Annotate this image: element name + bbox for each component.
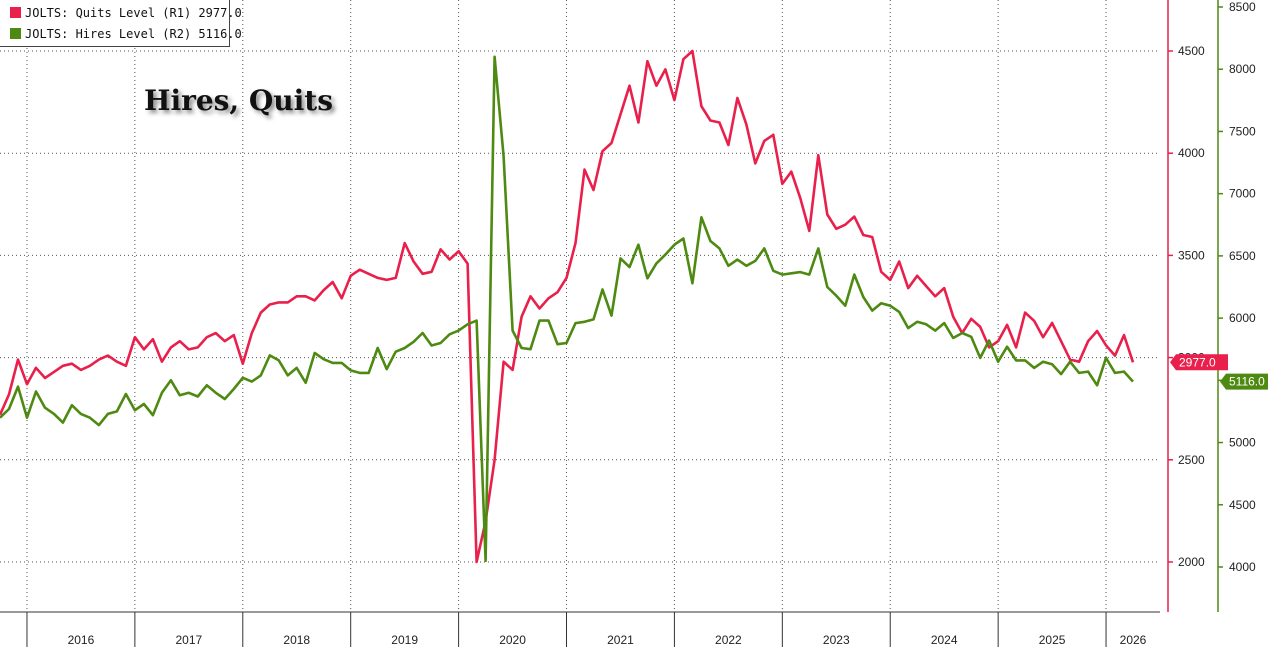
x-axis-tick-label: 2019 xyxy=(391,633,418,647)
x-axis-tick-label: 2021 xyxy=(607,633,634,647)
x-axis-tick-label: 2020 xyxy=(499,633,526,647)
left-axis-tick-label: 2500 xyxy=(1178,453,1205,467)
series-lines xyxy=(0,49,1135,564)
x-axis-tick-label: 2026 xyxy=(1120,633,1147,647)
grid-lines xyxy=(0,0,1160,612)
quits-line xyxy=(0,49,1135,564)
x-axis-tick-label: 2018 xyxy=(283,633,310,647)
left-axis-tick-label: 2000 xyxy=(1178,555,1205,569)
chart-title: Hires, Quits xyxy=(144,84,333,117)
x-axis-tick-label: 2017 xyxy=(175,633,202,647)
left-axis: 200025003000350040004500 xyxy=(1167,0,1205,612)
last-value-labels: 2977.0 5116.0 xyxy=(1170,354,1268,390)
hires-line xyxy=(0,55,1134,563)
x-axis-tick-label: 2016 xyxy=(68,633,95,647)
quits-swatch xyxy=(10,7,21,18)
right-axis-tick-label: 7000 xyxy=(1229,187,1256,201)
quits-last-label-bg xyxy=(1170,354,1228,371)
right-axis-tick-label: 6000 xyxy=(1229,311,1256,325)
right-axis: 4000450050005500600065007000750080008500 xyxy=(1217,0,1256,612)
right-axis-tick-label: 5000 xyxy=(1229,436,1256,450)
left-axis-tick-label: 3500 xyxy=(1178,248,1205,262)
legend-label-hires: JOLTS: Hires Level (R2) 5116.0 xyxy=(25,27,242,41)
quits-last-label: 2977.0 xyxy=(1170,354,1228,371)
hires-swatch xyxy=(10,28,21,39)
legend-item-hires: JOLTS: Hires Level (R2) 5116.0 xyxy=(10,26,242,42)
x-axis-tick-label: 2022 xyxy=(715,633,742,647)
left-axis-tick-label: 4000 xyxy=(1178,146,1205,160)
right-axis-tick-label: 4500 xyxy=(1229,498,1256,512)
quits-last-label-text: 2977.0 xyxy=(1179,355,1216,369)
hires-last-label: 5116.0 xyxy=(1220,373,1268,390)
legend-label-quits: JOLTS: Quits Level (R1) 2977.0 xyxy=(25,6,242,20)
right-axis-tick-label: 6500 xyxy=(1229,249,1256,263)
right-axis-tick-label: 8500 xyxy=(1229,0,1256,14)
right-axis-tick-label: 8000 xyxy=(1229,62,1256,76)
legend: JOLTS: Quits Level (R1) 2977.0 JOLTS: Hi… xyxy=(0,0,242,47)
bottom-axis: 2016 2017 2018 2019 2020 2021 2022 2023 2024 2025… xyxy=(0,611,1160,647)
right-axis-tick-label: 4000 xyxy=(1229,560,1256,574)
hires-last-label-bg xyxy=(1220,373,1268,390)
x-axis-tick-label: 2024 xyxy=(931,633,958,647)
legend-item-quits: JOLTS: Quits Level (R1) 2977.0 xyxy=(10,5,242,21)
x-axis-tick-label: 2025 xyxy=(1039,633,1066,647)
left-axis-tick-label: 4500 xyxy=(1178,44,1205,58)
right-axis-tick-label: 7500 xyxy=(1229,124,1256,138)
x-axis-tick-label: 2023 xyxy=(823,633,850,647)
hires-last-label-text: 5116.0 xyxy=(1229,375,1265,389)
